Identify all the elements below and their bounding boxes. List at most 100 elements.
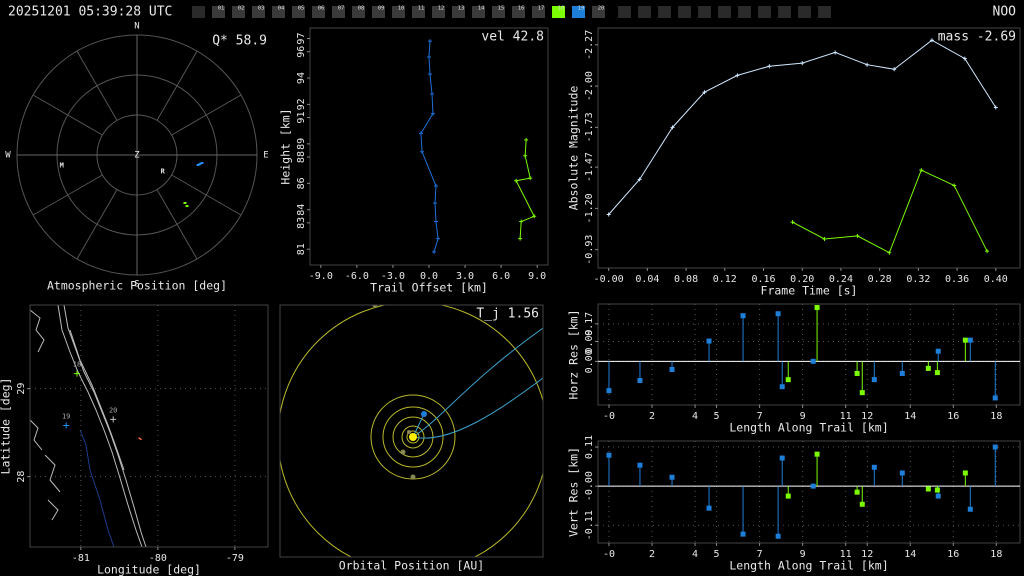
- direction-label: E: [263, 151, 268, 161]
- y-tick-label: 29: [16, 383, 27, 395]
- data-point: [606, 212, 611, 217]
- residual-point: [859, 390, 865, 396]
- sky-point: [183, 201, 187, 204]
- plot-frame: [29, 304, 269, 548]
- station-marker: [110, 416, 117, 423]
- residual: [871, 361, 877, 383]
- x-axis-label: Atmospheric Position [deg]: [47, 279, 227, 293]
- y-tick-label: 96: [296, 46, 307, 58]
- tab-box: [512, 6, 525, 18]
- y-tick-label: 83: [296, 217, 307, 229]
- x-axis-label: Orbital Position [AU]: [339, 559, 484, 573]
- tab-label: 04: [278, 6, 285, 12]
- residual: [785, 486, 791, 499]
- residual: [810, 483, 816, 489]
- tab-box: [212, 6, 225, 18]
- tab-label: 19: [578, 6, 585, 12]
- tab-box: [532, 6, 545, 18]
- data-point: [518, 236, 523, 241]
- y-tick-label: 86: [296, 177, 307, 189]
- residual: [706, 338, 712, 362]
- direction-label: W: [5, 151, 11, 161]
- residual: [706, 486, 712, 511]
- y-tick-label: -0.11: [584, 510, 595, 540]
- y-tick-label: 94: [296, 72, 307, 84]
- x-tick-label: -0: [603, 411, 615, 422]
- data-point: [929, 38, 934, 43]
- tab-label: 11: [418, 6, 425, 12]
- x-tick-label: 7: [757, 411, 763, 422]
- residual: [814, 305, 820, 362]
- residual: [606, 361, 612, 394]
- residual: [871, 464, 877, 487]
- x-tick-label: 12: [861, 411, 873, 422]
- data-point: [833, 50, 838, 55]
- data-point: [962, 56, 967, 61]
- residual-point: [669, 366, 675, 372]
- residual-point: [871, 377, 877, 383]
- data-point: [532, 214, 537, 219]
- x-tick-label: 12: [861, 549, 873, 560]
- tab-box: [232, 6, 245, 18]
- y-axis-label: Horz Res [km]: [567, 309, 581, 399]
- x-tick-label: 14: [904, 411, 916, 422]
- y-tick-label: -1.47: [584, 152, 595, 182]
- residual-point: [992, 444, 998, 450]
- x-tick-label: -81: [72, 553, 90, 564]
- residual: [967, 337, 973, 362]
- x-tick-label: 0.28: [868, 274, 892, 285]
- residual-point: [810, 483, 816, 489]
- x-tick-label: 4: [692, 549, 698, 560]
- residual-point: [935, 348, 941, 354]
- y-tick-label: 0.00: [584, 349, 595, 373]
- residual: [934, 486, 940, 493]
- tab-label: 06: [318, 6, 325, 12]
- residual: [775, 486, 781, 539]
- residual-point: [606, 452, 612, 458]
- residual: [637, 462, 643, 487]
- station-marker: [73, 370, 80, 377]
- tab-label: 18: [558, 6, 565, 12]
- x-tick-label: 7: [757, 549, 763, 560]
- residual: [810, 358, 816, 364]
- x-tick-label: 18: [990, 549, 1002, 560]
- residual: [992, 444, 998, 487]
- tab-label: 05: [298, 6, 305, 12]
- tab-box: [492, 6, 505, 18]
- residual-point: [871, 464, 877, 470]
- x-tick-label: -79: [226, 553, 244, 564]
- data-line: [420, 41, 439, 252]
- tab-label: 12: [438, 6, 445, 12]
- y-tick-label: 81: [296, 243, 307, 255]
- polar-spoke: [171, 94, 242, 136]
- residual-point: [706, 338, 712, 344]
- data-point: [528, 176, 533, 181]
- plot-frame: [597, 27, 1021, 269]
- residual: [899, 470, 905, 487]
- data-point: [919, 168, 924, 173]
- residual: [899, 361, 905, 376]
- x-tick-label: 6.0: [492, 271, 510, 282]
- data-point: [418, 131, 423, 136]
- x-tick-label: 0.36: [945, 274, 969, 285]
- sky-point: [198, 162, 202, 165]
- tab-box: [452, 6, 465, 18]
- data-point: [985, 249, 990, 254]
- tab-label: 09: [378, 6, 385, 12]
- tab-box: [618, 6, 631, 18]
- x-tick-label: 0.32: [906, 274, 930, 285]
- x-tick-label: 0.24: [829, 274, 853, 285]
- annotation: T_j 1.56: [476, 307, 539, 322]
- residual-point: [925, 486, 931, 492]
- y-tick-label: 0.09: [584, 329, 595, 353]
- data-point: [822, 236, 827, 241]
- x-tick-label: -9.0: [309, 271, 333, 282]
- x-tick-label: 11: [840, 411, 852, 422]
- residual: [962, 470, 968, 487]
- residual-point: [775, 311, 781, 317]
- residual: [925, 361, 931, 371]
- y-tick-label: 97: [296, 33, 307, 45]
- residual-point: [740, 313, 746, 319]
- residual: [859, 361, 865, 396]
- residual: [854, 486, 860, 495]
